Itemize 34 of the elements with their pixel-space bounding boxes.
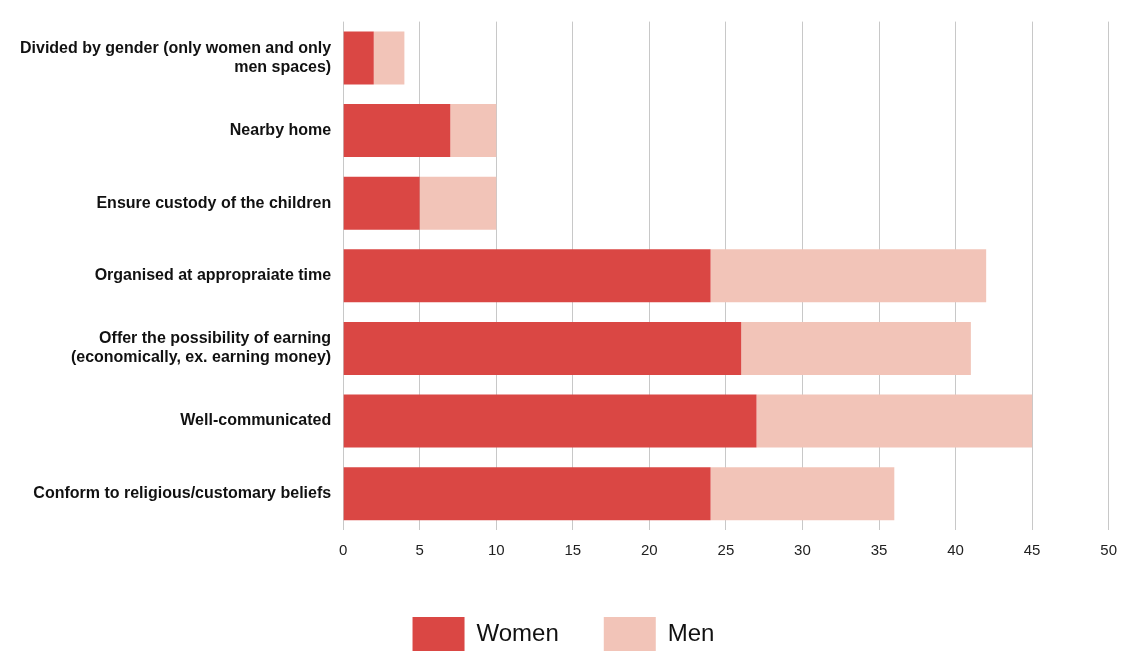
y-tick-label: Nearby home [229, 120, 332, 138]
x-tick-label: 40 [947, 541, 964, 559]
bar [343, 467, 711, 521]
x-tick-label: 20 [641, 541, 658, 559]
bar [373, 31, 405, 85]
y-tick-label: Ensure custody of the children [96, 193, 332, 211]
bar [343, 249, 711, 303]
legend-label: Women [476, 618, 559, 646]
y-tick-label: Conform to religious/customary beliefs [33, 484, 332, 502]
y-tick-label: Offer the possibility of earning (economically, ex. earning money) [70, 329, 332, 366]
x-tick-label: 50 [1100, 541, 1117, 559]
y-tick-label: Organised at appropraiate time [94, 266, 332, 284]
bar [343, 321, 742, 375]
bar [710, 249, 987, 303]
bar [741, 321, 971, 375]
x-tick-label: 15 [564, 541, 582, 559]
bar [343, 104, 451, 158]
bar [450, 104, 497, 158]
x-tick-label: 35 [870, 541, 888, 559]
y-tick-label: Divided by gender (only women and only men spaces) [19, 38, 332, 75]
bar [419, 176, 497, 230]
x-tick-label: 25 [717, 541, 735, 559]
bar [756, 394, 1033, 448]
x-tick-label: 45 [1023, 541, 1041, 559]
bar [343, 31, 374, 85]
bar [343, 176, 420, 230]
bar [710, 467, 895, 521]
x-tick-label: 5 [415, 541, 424, 559]
y-tick-label: Well-communicated [180, 411, 332, 429]
legend-label: Men [667, 618, 715, 646]
x-tick-label: 30 [794, 541, 811, 559]
x-tick-label: 10 [487, 541, 505, 559]
bar [343, 394, 757, 448]
x-tick-label: 0 [338, 541, 348, 559]
